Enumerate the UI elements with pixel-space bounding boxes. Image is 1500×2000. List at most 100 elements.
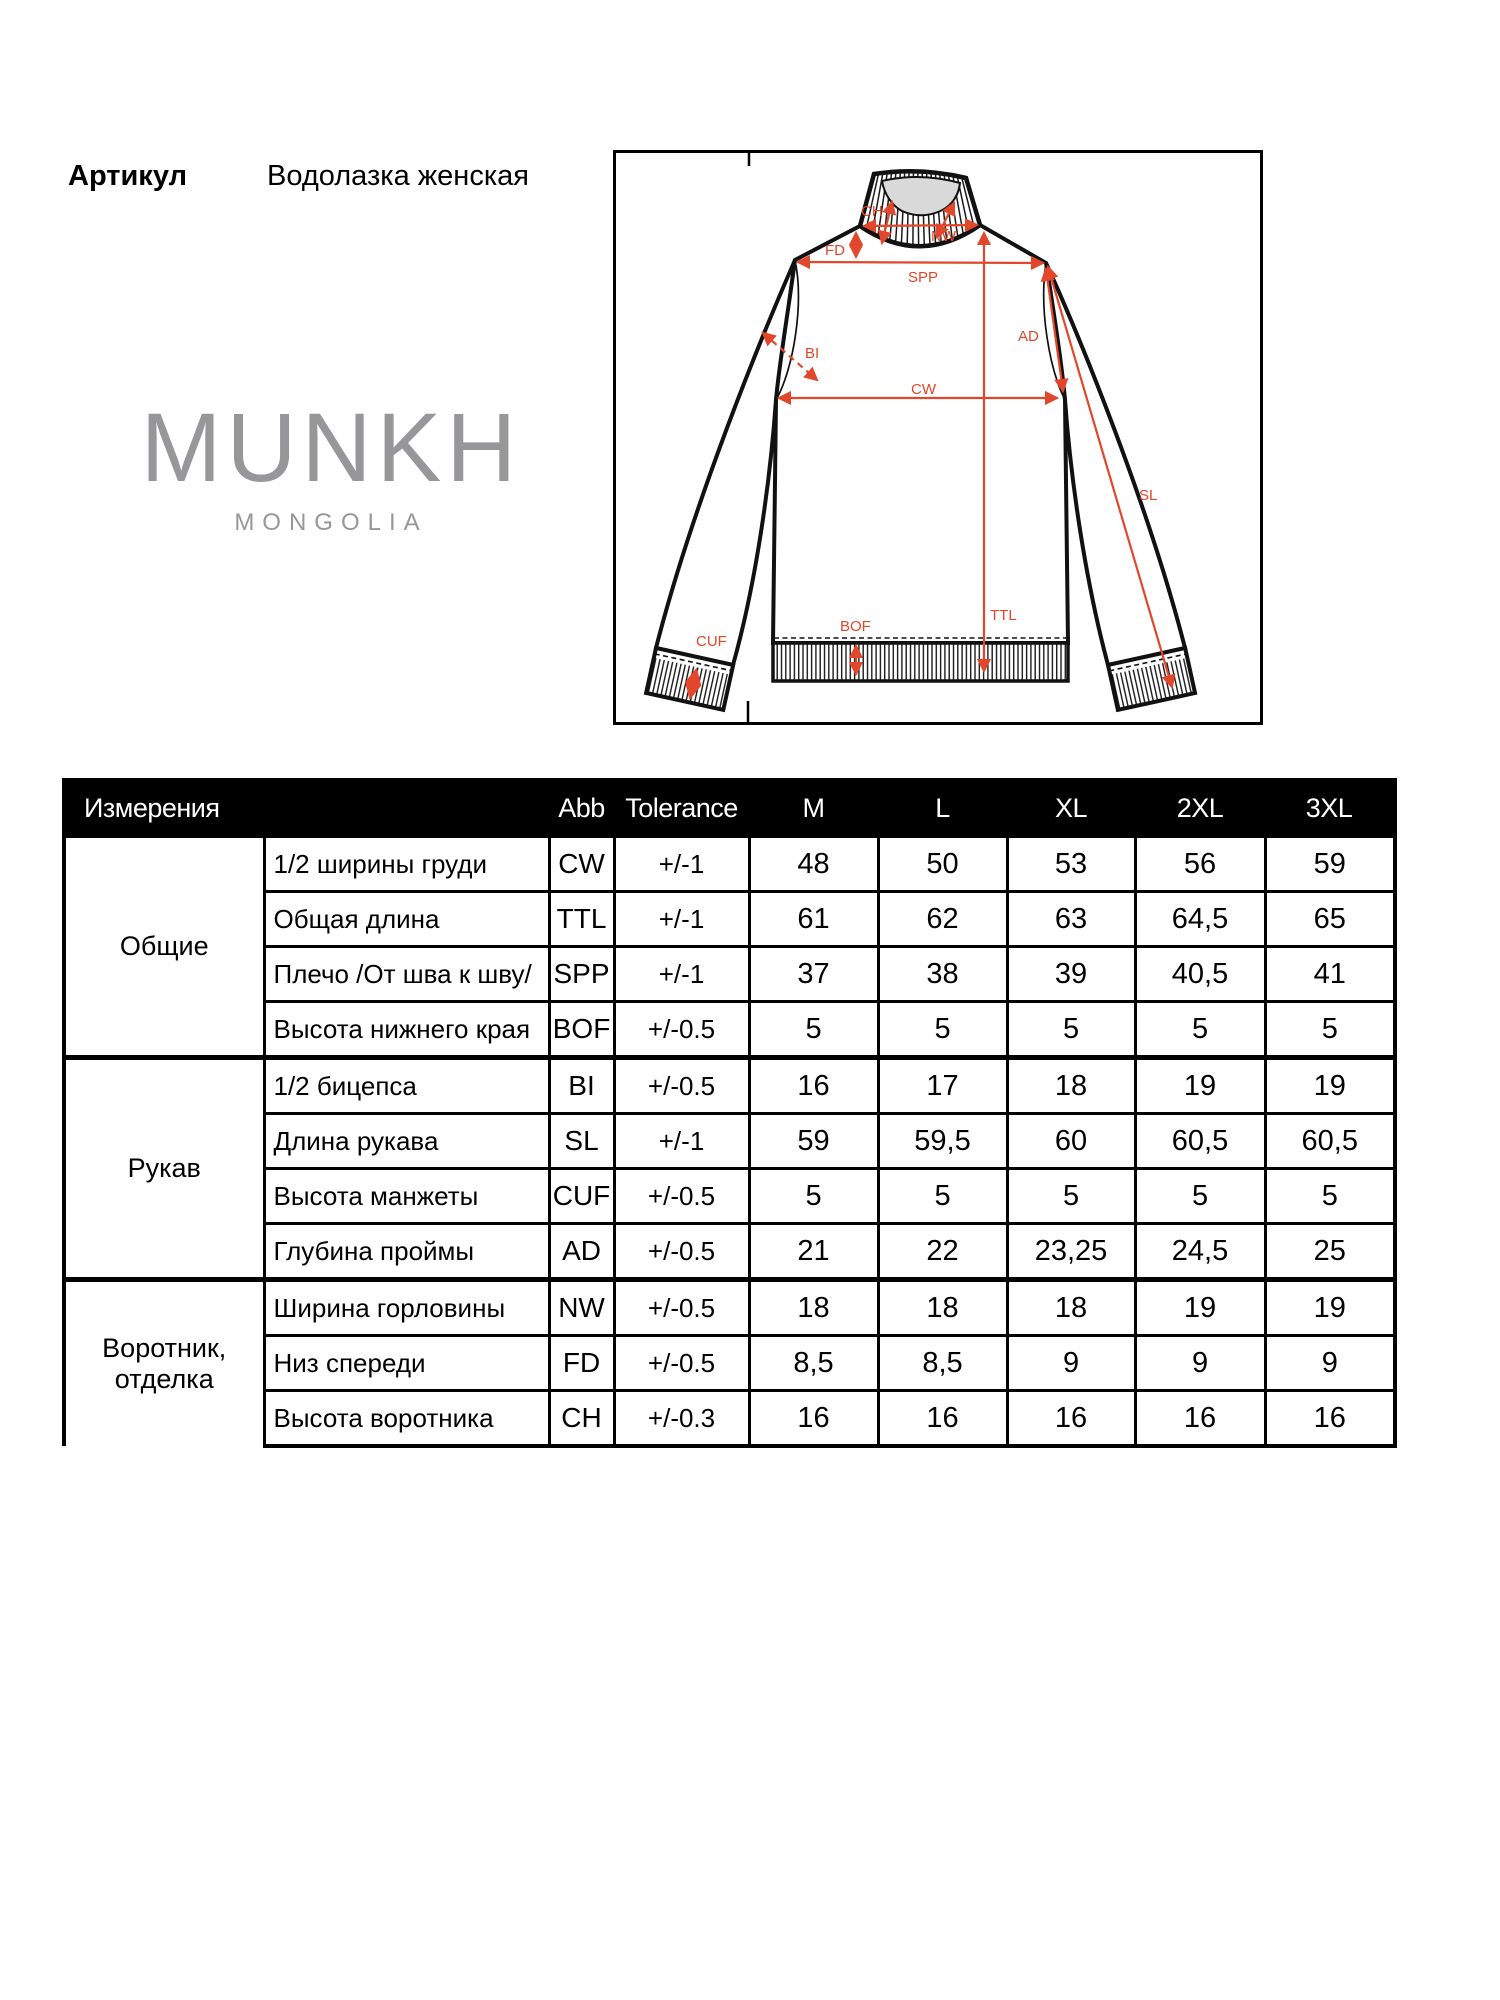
tolerance-value: +/-0.5 bbox=[612, 1055, 751, 1115]
abbreviation: CUF bbox=[547, 1167, 616, 1225]
sweater-diagram: CH NW FD SPP BI CW AD SL TTL BOF CUF bbox=[643, 153, 1198, 722]
tolerance-value: +/-1 bbox=[612, 945, 751, 1003]
tolerance-value: +/-0.5 bbox=[612, 1222, 751, 1281]
size-table: Измерения Abb Tolerance M L XL 2XL 3XL О… bbox=[62, 778, 1398, 1448]
size-value: 63 bbox=[1005, 890, 1137, 948]
size-value: 5 bbox=[1263, 1167, 1397, 1225]
size-value: 48 bbox=[747, 835, 880, 893]
size-value: 38 bbox=[876, 945, 1009, 1003]
header-measurements: Измерения bbox=[64, 780, 550, 837]
size-value: 8,5 bbox=[747, 1334, 880, 1392]
frame-tick-marks bbox=[746, 153, 751, 722]
tolerance-value: +/-0.5 bbox=[612, 1277, 751, 1337]
measurement-name: Длина рукава bbox=[262, 1112, 551, 1170]
size-value: 37 bbox=[747, 945, 880, 1003]
left-cuff bbox=[643, 645, 736, 713]
abbreviation: FD bbox=[547, 1334, 616, 1392]
brand-logo: MUNKH MONGOLIA bbox=[133, 398, 529, 536]
nw-arrow bbox=[861, 217, 980, 234]
hem-band bbox=[771, 637, 1070, 683]
abbreviation: NW bbox=[547, 1277, 616, 1337]
table-row: Рукав 1/2 бицепса BI +/-0.5 16 17 18 19 19 bbox=[62, 1055, 1397, 1281]
measurement-name: Высота нижнего края bbox=[262, 1000, 551, 1059]
size-value: 60,5 bbox=[1133, 1112, 1267, 1170]
cuf-arrow bbox=[684, 667, 702, 700]
size-value: 9 bbox=[1263, 1334, 1397, 1392]
tolerance-value: +/-0.5 bbox=[612, 1000, 751, 1059]
size-value: 22 bbox=[876, 1222, 1009, 1281]
measurement-name: 1/2 ширины груди bbox=[262, 835, 551, 893]
measurement-name: Высота воротника bbox=[262, 1389, 551, 1448]
size-value: 23,25 bbox=[1005, 1222, 1137, 1281]
group-label: Воротник, отделка bbox=[62, 1277, 266, 1446]
sl-arrow bbox=[1044, 264, 1176, 690]
size-value: 56 bbox=[1133, 835, 1267, 893]
size-value: 8,5 bbox=[876, 1334, 1009, 1392]
label-sl: SL bbox=[1139, 487, 1157, 504]
label-cuf: CUF bbox=[696, 633, 727, 650]
header-size-l: L bbox=[878, 780, 1008, 837]
size-value: 16 bbox=[1263, 1389, 1397, 1448]
table-row: Глубина проймы AD +/-0.5 21 22 23,25 24,5 25 bbox=[64, 1222, 1397, 1281]
label-cw: CW bbox=[911, 381, 937, 398]
size-value: 5 bbox=[876, 1167, 1009, 1225]
size-value: 25 bbox=[1263, 1222, 1397, 1281]
size-value: 59 bbox=[1263, 835, 1397, 893]
size-value: 50 bbox=[876, 835, 1009, 893]
header-size-xl: XL bbox=[1007, 780, 1136, 837]
size-value: 5 bbox=[1005, 1167, 1137, 1225]
label-fd: FD bbox=[825, 242, 845, 259]
abbreviation: SL bbox=[547, 1112, 616, 1170]
size-value: 64,5 bbox=[1133, 890, 1267, 948]
table-row: Высота воротника CH +/-0.3 16 16 16 16 16 bbox=[64, 1389, 1397, 1448]
size-value: 17 bbox=[876, 1055, 1009, 1115]
abbreviation: TTL bbox=[547, 890, 616, 948]
brand-name: MUNKH bbox=[140, 393, 522, 502]
table-row: Плечо /От шва к шву/SPP +/-1 37 38 39 40,5 41 bbox=[64, 945, 1397, 1003]
abbreviation: AD bbox=[547, 1222, 616, 1281]
label-nw: NW bbox=[931, 228, 957, 245]
label-ad: AD bbox=[1018, 328, 1039, 345]
size-value: 62 bbox=[876, 890, 1009, 948]
size-value: 39 bbox=[1005, 945, 1137, 1003]
article-row: Артикул Водолазка женская bbox=[68, 161, 529, 191]
header-tolerance: Tolerance bbox=[614, 780, 750, 837]
measurement-annotations bbox=[761, 199, 1176, 690]
size-value: 40,5 bbox=[1133, 945, 1267, 1003]
brand-country: MONGOLIA bbox=[234, 509, 428, 536]
size-value: 5 bbox=[747, 1000, 880, 1059]
size-value: 21 bbox=[747, 1222, 880, 1281]
size-value: 9 bbox=[1133, 1334, 1267, 1392]
tolerance-value: +/-1 bbox=[612, 835, 751, 893]
group-label: Общие bbox=[62, 835, 266, 1059]
table-row: Воротник, отделка Ширина горловины NW +/-0.… bbox=[62, 1277, 1397, 1446]
measurement-name: Ширина горловины bbox=[262, 1277, 551, 1337]
label-spp: SPP bbox=[908, 269, 938, 286]
tolerance-value: +/-0.5 bbox=[612, 1167, 751, 1225]
size-value: 19 bbox=[1133, 1055, 1267, 1115]
tolerance-value: +/-0.3 bbox=[612, 1389, 751, 1448]
measurement-name: Общая длина bbox=[262, 890, 551, 948]
size-value: 5 bbox=[1263, 1000, 1397, 1059]
size-value: 18 bbox=[876, 1277, 1009, 1337]
table-row: Длина рукава SL +/-1 59 59,5 60 60,5 60,5 bbox=[64, 1112, 1397, 1170]
header-size-m: M bbox=[749, 780, 879, 837]
article-value: Водолазка женская bbox=[267, 160, 529, 192]
size-value: 18 bbox=[1005, 1277, 1137, 1337]
size-value: 5 bbox=[747, 1167, 880, 1225]
size-value: 16 bbox=[747, 1389, 880, 1448]
measurement-name: Плечо /От шва к шву/ bbox=[262, 945, 551, 1003]
measurement-labels: CH NW FD SPP BI CW AD SL TTL BOF CUF bbox=[696, 203, 1157, 650]
table-row: Высота нижнего края BOF +/-0.5 5 5 5 5 5 bbox=[64, 1000, 1397, 1059]
measurement-diagram-frame: CH NW FD SPP BI CW AD SL TTL BOF CUF bbox=[613, 150, 1263, 725]
abbreviation: CW bbox=[547, 835, 616, 893]
header-size-2xl: 2XL bbox=[1135, 780, 1266, 837]
size-value: 18 bbox=[1005, 1055, 1137, 1115]
size-value: 16 bbox=[1005, 1389, 1137, 1448]
bi-arrow bbox=[761, 331, 819, 382]
size-value: 18 bbox=[747, 1277, 880, 1337]
abbreviation: BI bbox=[547, 1055, 616, 1115]
size-value: 16 bbox=[1133, 1389, 1267, 1448]
measurement-name: Глубина проймы bbox=[262, 1222, 551, 1281]
